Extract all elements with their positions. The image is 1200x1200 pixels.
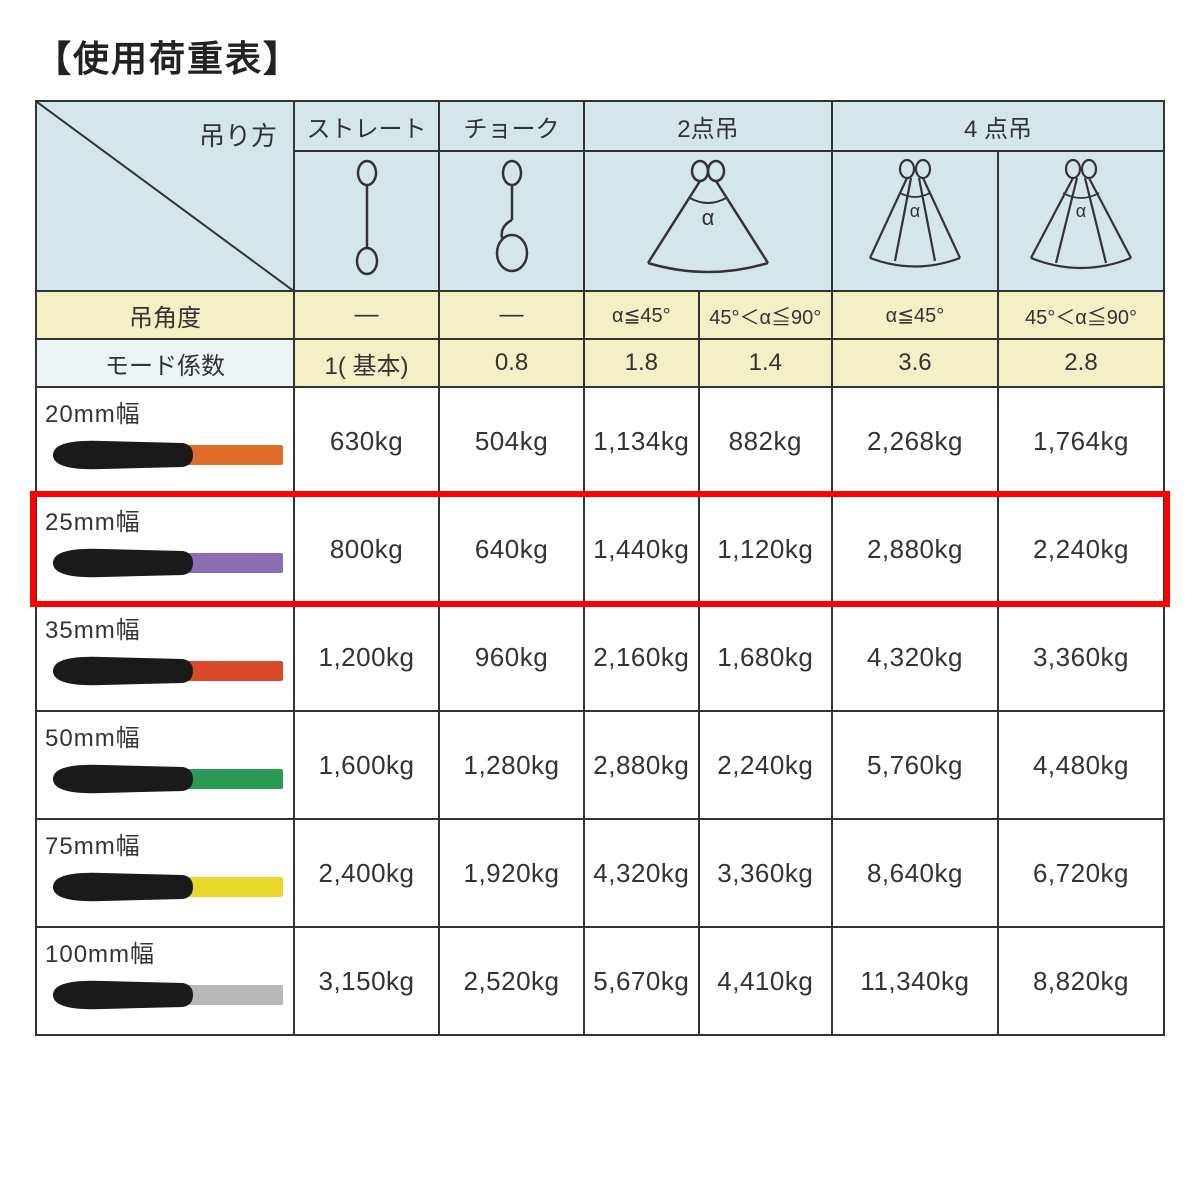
value-cell: 2,880kg [584,711,699,819]
sling-label: 35mm幅 [45,610,141,645]
mode-14: 1.4 [699,339,832,387]
value-cell: 4,410kg [699,927,832,1035]
value-cell: 5,760kg [832,711,998,819]
table-wrap: 吊り方 ストレート チョーク 2点吊 4 点吊 [35,100,1165,1036]
sling-icon [43,973,283,1024]
value-cell: 3,360kg [998,603,1164,711]
value-cell: 6,720kg [998,819,1164,927]
sling-icon [43,541,283,592]
icon-two-point: α [584,151,832,291]
sling-icon [43,433,283,484]
value-cell: 640kg [439,495,584,603]
value-cell: 960kg [439,603,584,711]
hdr-two-point: 2点吊 [584,101,832,151]
hdr-four-point: 4 点吊 [832,101,1164,151]
value-cell: 1,120kg [699,495,832,603]
value-cell: 1,920kg [439,819,584,927]
sling-cell: 35mm幅 [36,603,294,711]
value-cell: 1,600kg [294,711,439,819]
value-cell: 2,240kg [998,495,1164,603]
value-cell: 2,160kg [584,603,699,711]
page-title: 【使用荷重表】 [35,30,1165,82]
mode-18: 1.8 [584,339,699,387]
table-row: 50mm幅 1,600kg1,280kg2,880kg2,240kg5,760k… [36,711,1164,819]
value-cell: 2,400kg [294,819,439,927]
icon-four-point-b: α [998,151,1164,291]
diag-label: 吊り方 [199,116,277,153]
value-cell: 4,480kg [998,711,1164,819]
svg-text:α: α [702,205,715,230]
value-cell: 1,134kg [584,387,699,495]
value-cell: 8,820kg [998,927,1164,1035]
value-cell: 1,440kg [584,495,699,603]
table-row: 35mm幅 1,200kg960kg2,160kg1,680kg4,320kg3… [36,603,1164,711]
angle-dash-1: ― [294,291,439,339]
value-cell: 8,640kg [832,819,998,927]
value-cell: 2,240kg [699,711,832,819]
value-cell: 2,520kg [439,927,584,1035]
sling-cell: 100mm幅 [36,927,294,1035]
table-row: 100mm幅 3,150kg2,520kg5,670kg4,410kg11,34… [36,927,1164,1035]
mode-row-label: モード係数 [36,339,294,387]
sling-label: 50mm幅 [45,718,141,753]
icon-choke [439,151,584,291]
value-cell: 2,268kg [832,387,998,495]
angle-2pt-a: α≦45° [584,291,699,339]
value-cell: 1,200kg [294,603,439,711]
angle-2pt-b: 45°＜α≦90° [699,291,832,339]
value-cell: 4,320kg [584,819,699,927]
icon-four-point-a: α [832,151,998,291]
value-cell: 800kg [294,495,439,603]
value-cell: 3,150kg [294,927,439,1035]
table-row: 75mm幅 2,400kg1,920kg4,320kg3,360kg8,640k… [36,819,1164,927]
diag-header-cell: 吊り方 [36,101,294,291]
value-cell: 2,880kg [832,495,998,603]
angle-row-label: 吊角度 [36,291,294,339]
angle-4pt-b: 45°＜α≦90° [998,291,1164,339]
mode-28: 2.8 [998,339,1164,387]
sling-cell: 75mm幅 [36,819,294,927]
sling-label: 75mm幅 [45,826,141,861]
angle-4pt-a: α≦45° [832,291,998,339]
table-row: 20mm幅 630kg504kg1,134kg882kg2,268kg1,764… [36,387,1164,495]
sling-cell: 50mm幅 [36,711,294,819]
value-cell: 11,340kg [832,927,998,1035]
sling-label: 25mm幅 [45,502,141,537]
sling-cell: 25mm幅 [36,495,294,603]
value-cell: 5,670kg [584,927,699,1035]
mode-08: 0.8 [439,339,584,387]
angle-dash-2: ― [439,291,584,339]
value-cell: 504kg [439,387,584,495]
sling-label: 100mm幅 [45,934,155,969]
sling-icon [43,757,283,808]
value-cell: 630kg [294,387,439,495]
svg-text:α: α [1076,201,1086,221]
value-cell: 1,280kg [439,711,584,819]
value-cell: 3,360kg [699,819,832,927]
sling-icon [43,649,283,700]
mode-36: 3.6 [832,339,998,387]
value-cell: 1,680kg [699,603,832,711]
load-table: 吊り方 ストレート チョーク 2点吊 4 点吊 [35,100,1165,1036]
hdr-choke: チョーク [439,101,584,151]
table-row: 25mm幅 800kg640kg1,440kg1,120kg2,880kg2,2… [36,495,1164,603]
value-cell: 882kg [699,387,832,495]
icon-straight [294,151,439,291]
sling-label: 20mm幅 [45,394,141,429]
sling-cell: 20mm幅 [36,387,294,495]
value-cell: 4,320kg [832,603,998,711]
hdr-straight: ストレート [294,101,439,151]
mode-base: 1( 基本) [294,339,439,387]
sling-icon [43,865,283,916]
svg-text:α: α [910,201,920,221]
value-cell: 1,764kg [998,387,1164,495]
